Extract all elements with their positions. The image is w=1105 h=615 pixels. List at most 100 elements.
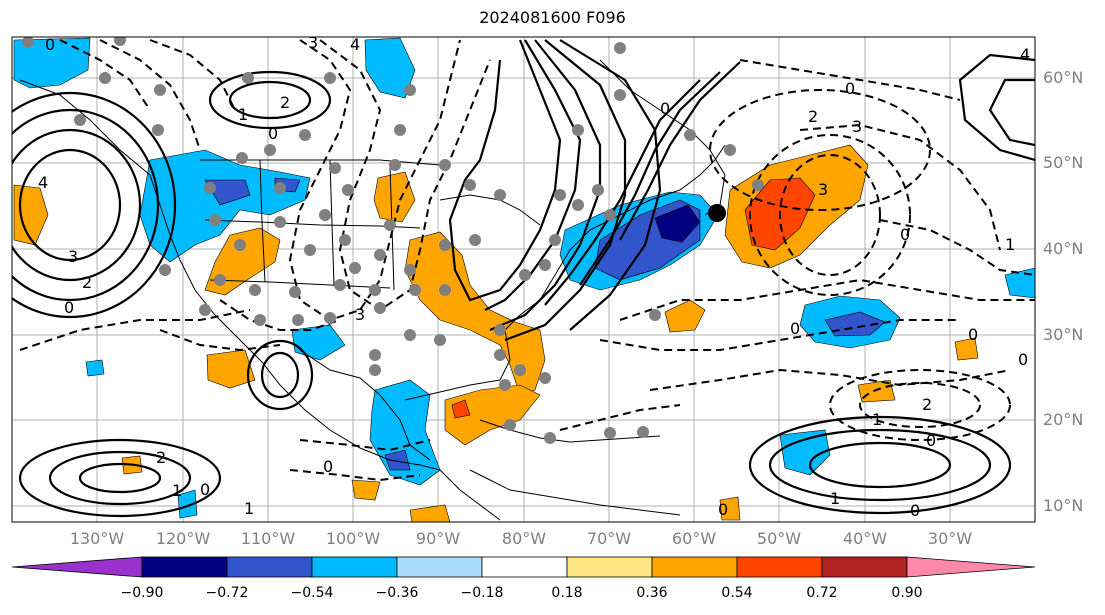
- svg-text:0: 0: [900, 225, 910, 244]
- blue-region-gulf-core: [384, 449, 411, 471]
- blue-region-pacific-small: [85, 359, 105, 377]
- orange-region-gulf-south-core: [451, 399, 471, 419]
- orange-region-east-atlantic: [954, 337, 979, 361]
- svg-text:0: 0: [1018, 350, 1028, 369]
- colorbar-label-1: −0.90: [120, 585, 164, 601]
- svg-text:0: 0: [790, 319, 800, 338]
- orange-region-mid-atlantic: [857, 379, 896, 403]
- contour-labels: 320 421 03 4 320 110 210 001 023 300 000 …: [38, 33, 1030, 520]
- colorbar-segment-8: [736, 556, 823, 578]
- lat-label-30n: 30°N: [1043, 325, 1084, 344]
- orange-region-central-america: [409, 504, 451, 522]
- colorbar-label-3: −0.54: [290, 585, 334, 601]
- svg-text:0: 0: [323, 457, 333, 476]
- svg-text:3: 3: [308, 33, 318, 52]
- blue-region-canada-west: [13, 37, 91, 89]
- map-title: 2024081600 F096: [479, 8, 626, 27]
- colorbar-label-8: 0.54: [721, 585, 753, 601]
- orange-region-gulf-south: [444, 384, 541, 446]
- lon-label-120w: 120°W: [155, 529, 211, 548]
- lat-label-50n: 50°N: [1043, 153, 1084, 172]
- colorbar-segment-6: [566, 556, 653, 578]
- colorbar-segment-7: [651, 556, 738, 578]
- lat-label-10n: 10°N: [1043, 496, 1084, 515]
- blue-region-east-atlantic: [1004, 267, 1035, 299]
- colorbar-segment-1: [141, 556, 228, 578]
- svg-text:0: 0: [64, 298, 74, 317]
- colorbar-label-9: 0.72: [806, 585, 838, 601]
- blue-region-caribbean-east: [779, 429, 831, 476]
- colorbar-label-6: 0.18: [551, 585, 583, 601]
- svg-text:0: 0: [718, 500, 728, 519]
- colorbar-segment-5: [481, 556, 568, 578]
- contours-positive: [12, 39, 1035, 518]
- map-frame: [11, 36, 1036, 523]
- lat-label-20n: 20°N: [1043, 410, 1084, 429]
- shaded-anomalies: [13, 37, 1035, 522]
- blue-region-pacific-south: [177, 489, 198, 519]
- orange-region-south: [719, 496, 741, 521]
- blue-region-plains-core: [204, 179, 251, 206]
- lon-label-80w: 80°W: [501, 529, 547, 548]
- blue-region-canada-north: [364, 37, 416, 99]
- svg-text:2: 2: [280, 93, 290, 112]
- colorbar-segment-9: [821, 556, 908, 578]
- colorbar-over-arrow: [906, 556, 1036, 578]
- orange-region-caribbean: [351, 479, 381, 501]
- svg-text:4: 4: [1020, 45, 1030, 64]
- lon-label-70w: 70°W: [586, 529, 632, 548]
- svg-text:0: 0: [910, 501, 920, 520]
- colorbar-under-arrow: [11, 556, 143, 578]
- colorbar-label-4: −0.36: [375, 585, 419, 601]
- svg-text:1: 1: [172, 481, 182, 500]
- lon-label-100w: 100°W: [325, 529, 381, 548]
- observation-markers: [22, 37, 764, 444]
- lon-label-50w: 50°W: [756, 529, 802, 548]
- svg-text:1: 1: [830, 489, 840, 508]
- lon-label-130w: 130°W: [69, 529, 125, 548]
- svg-text:0: 0: [268, 124, 278, 143]
- svg-text:3: 3: [818, 180, 828, 199]
- svg-text:0: 0: [45, 35, 55, 54]
- svg-text:3: 3: [852, 117, 862, 136]
- lon-label-110w: 110°W: [240, 529, 296, 548]
- svg-text:3: 3: [68, 247, 78, 266]
- colorbar-segment-3: [311, 556, 398, 578]
- svg-text:1: 1: [1005, 235, 1015, 254]
- lat-label-60n: 60°N: [1043, 68, 1084, 87]
- svg-text:1: 1: [872, 410, 882, 429]
- svg-text:0: 0: [845, 79, 855, 98]
- lon-label-40w: 40°W: [842, 529, 888, 548]
- svg-text:2: 2: [808, 107, 818, 126]
- svg-text:0: 0: [926, 431, 936, 450]
- colorbar-label-5: −0.18: [460, 585, 504, 601]
- lat-label-40n: 40°N: [1043, 239, 1084, 258]
- orange-region-atlantic-small: [664, 299, 706, 333]
- colorbar-label-10: 0.90: [891, 585, 923, 601]
- svg-text:3: 3: [355, 305, 365, 324]
- lon-label-30w: 30°W: [927, 529, 973, 548]
- blue-region-atlantic-coast-core: [654, 204, 701, 243]
- svg-text:2: 2: [82, 273, 92, 292]
- colorbar-label-7: 0.36: [636, 585, 668, 601]
- colorbar-label-2: −0.72: [205, 585, 249, 601]
- svg-text:4: 4: [38, 173, 48, 192]
- orange-region-southeast: [404, 231, 546, 396]
- lon-label-90w: 90°W: [415, 529, 461, 548]
- colorbar-segment-2: [226, 556, 313, 578]
- lon-label-60w: 60°W: [671, 529, 717, 548]
- svg-text:0: 0: [968, 325, 978, 344]
- svg-text:1: 1: [244, 499, 254, 518]
- blue-region-plains: [139, 149, 311, 263]
- orange-region-midwest: [373, 171, 416, 223]
- svg-text:0: 0: [200, 480, 210, 499]
- svg-text:2: 2: [922, 395, 932, 414]
- orange-region-pacific: [13, 184, 49, 246]
- svg-text:1: 1: [238, 105, 248, 124]
- contour-high-pacific: [18, 148, 122, 262]
- svg-text:0: 0: [660, 99, 670, 118]
- svg-text:4: 4: [350, 35, 360, 54]
- svg-text:2: 2: [156, 448, 166, 467]
- blue-region-mid-atlantic-core: [824, 311, 886, 337]
